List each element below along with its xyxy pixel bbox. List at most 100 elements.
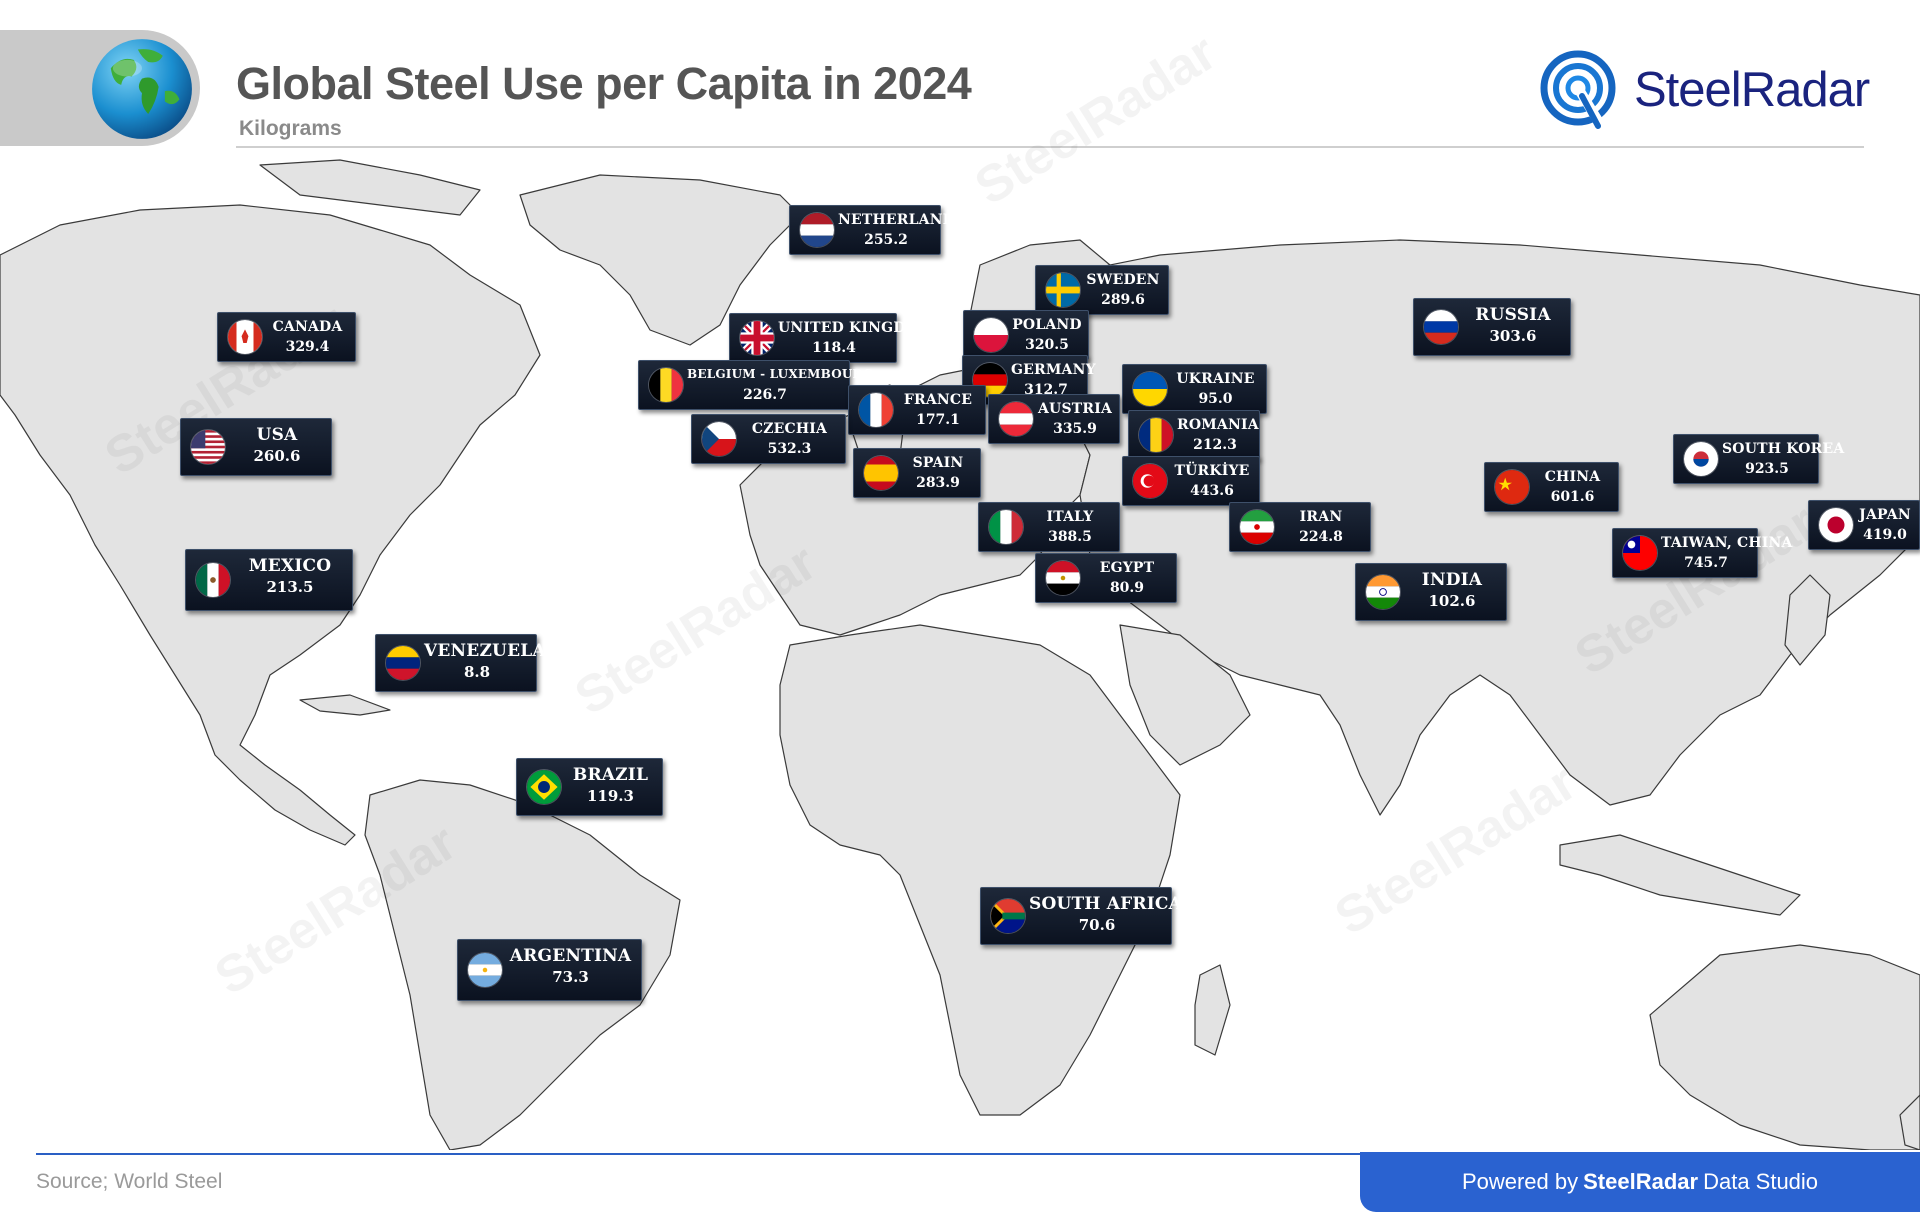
source-note: Source; World Steel: [36, 1170, 223, 1193]
belgium-flag-icon: [649, 368, 683, 402]
country-value: 329.4: [285, 339, 330, 355]
land-cuba: [299, 694, 391, 716]
country-label-romania[interactable]: ROMANIA 212.3: [1128, 410, 1260, 460]
land-greenland: [519, 174, 801, 346]
powered-prefix: Powered by: [1461, 1169, 1579, 1194]
country-name: JAPAN: [1859, 507, 1911, 523]
country-value: 73.3: [552, 968, 589, 986]
country-value: 745.7: [1684, 555, 1728, 571]
country-value: 70.6: [1078, 916, 1116, 934]
country-name: BELGIUM - LUXEMBOURG: [687, 367, 874, 381]
country-name: SPAIN: [912, 455, 964, 471]
country-label-poland[interactable]: POLAND 320.5: [963, 310, 1089, 360]
country-label-south-korea[interactable]: SOUTH KOREA 923.5: [1673, 434, 1844, 484]
uk-flag-icon: [740, 321, 774, 355]
country-value: 224.8: [1299, 529, 1343, 545]
country-label-taiwan[interactable]: TAIWAN, CHINA 745.7: [1612, 528, 1793, 578]
country-label-czechia[interactable]: CZECHIA 532.3: [691, 414, 846, 464]
country-label-usa[interactable]: USA 260.6: [180, 418, 332, 476]
header-divider: [236, 146, 1864, 148]
india-flag-icon: [1366, 575, 1400, 609]
country-label-belgium-luxembourg[interactable]: BELGIUM - LUXEMBOURG 226.7: [638, 360, 874, 410]
country-name: SWEDEN: [1086, 272, 1160, 288]
mexico-flag-icon: [196, 563, 230, 597]
turkey-flag-icon: [1133, 464, 1167, 498]
egypt-flag-icon: [1046, 561, 1080, 595]
land-asia: [1059, 239, 1920, 816]
footer-divider: [36, 1153, 1920, 1155]
globe-icon: [92, 39, 192, 139]
country-name: UNITED KINGDOM: [778, 320, 934, 336]
country-label-russia[interactable]: RUSSIA 303.6: [1413, 298, 1571, 356]
land-africa: [779, 624, 1181, 1116]
country-label-france[interactable]: FRANCE 177.1: [848, 385, 986, 435]
country-name: GERMANY: [1011, 362, 1096, 378]
country-value: 255.2: [864, 232, 908, 248]
country-name: AUSTRIA: [1037, 401, 1113, 417]
south-africa-flag-icon: [991, 899, 1025, 933]
sweden-flag-icon: [1046, 273, 1080, 307]
country-value: 303.6: [1489, 327, 1537, 345]
powered-suffix: Data Studio: [1703, 1169, 1819, 1194]
country-label-sweden[interactable]: SWEDEN 289.6: [1035, 265, 1169, 315]
country-name: VENEZUELA: [424, 641, 546, 661]
country-value: 601.6: [1550, 489, 1595, 505]
country-value: 388.5: [1048, 529, 1092, 545]
country-label-brazil[interactable]: BRAZIL 119.3: [516, 758, 663, 816]
country-label-india[interactable]: INDIA 102.6: [1355, 563, 1507, 621]
country-label-argentina[interactable]: ARGENTINA 73.3: [457, 939, 642, 1001]
country-value: 80.9: [1109, 580, 1145, 596]
country-label-mexico[interactable]: MEXICO 213.5: [185, 549, 353, 611]
france-flag-icon: [859, 393, 893, 427]
country-label-japan[interactable]: JAPAN 419.0: [1808, 500, 1920, 550]
spain-flag-icon: [864, 456, 898, 490]
china-flag-icon: [1495, 470, 1529, 504]
country-value: 8.8: [463, 663, 491, 681]
country-value: 443.6: [1190, 483, 1234, 499]
country-value: 532.3: [767, 441, 812, 457]
country-name: CANADA: [272, 319, 343, 335]
usa-flag-icon: [191, 430, 225, 464]
country-label-iran[interactable]: IRAN 224.8: [1229, 502, 1371, 552]
country-label-italy[interactable]: ITALY 388.5: [978, 502, 1120, 552]
powered-by-banner[interactable]: Powered by SteelRadar Data Studio: [1360, 1152, 1920, 1212]
country-label-spain[interactable]: SPAIN 283.9: [853, 448, 981, 498]
country-label-venezuela[interactable]: VENEZUELA 8.8: [375, 634, 546, 692]
land-australia: [1649, 944, 1920, 1150]
country-value: 283.9: [916, 475, 960, 491]
country-name: USA: [256, 425, 298, 445]
south-korea-flag-icon: [1684, 442, 1718, 476]
country-label-turkiye[interactable]: TÜRKİYE 443.6: [1122, 456, 1260, 506]
country-label-united-kingdom[interactable]: UNITED KINGDOM 118.4: [729, 313, 934, 363]
country-label-netherlands[interactable]: NETHERLANDS 255.2: [789, 205, 966, 255]
country-value: 212.3: [1193, 437, 1237, 453]
country-label-austria[interactable]: AUSTRIA 335.9: [988, 394, 1120, 444]
country-value: 289.6: [1101, 292, 1145, 308]
country-label-china[interactable]: CHINA 601.6: [1484, 462, 1619, 512]
country-value: 177.1: [916, 412, 960, 428]
country-label-egypt[interactable]: EGYPT 80.9: [1035, 553, 1177, 603]
netherlands-flag-icon: [800, 213, 834, 247]
ukraine-flag-icon: [1133, 372, 1167, 406]
country-name: TAIWAN, CHINA: [1661, 535, 1793, 551]
radar-logo-icon: [1540, 50, 1616, 129]
country-name: ITALY: [1046, 509, 1094, 525]
country-name: CHINA: [1544, 469, 1601, 485]
country-label-canada[interactable]: CANADA 329.4: [217, 312, 356, 362]
country-label-south-africa[interactable]: SOUTH AFRICA 70.6: [980, 887, 1182, 945]
land-madagascar: [1194, 964, 1231, 1056]
japan-flag-icon: [1819, 508, 1853, 542]
country-value: 260.6: [253, 447, 301, 465]
country-name: POLAND: [1012, 317, 1082, 333]
country-value: 923.5: [1745, 461, 1789, 477]
czechia-flag-icon: [702, 422, 736, 456]
country-label-ukraine[interactable]: UKRAINE 95.0: [1122, 364, 1267, 414]
page-subtitle: Kilograms: [239, 117, 342, 140]
logo-wordmark: SteelRadar: [1634, 63, 1870, 117]
romania-flag-icon: [1139, 418, 1173, 452]
country-name: CZECHIA: [751, 421, 828, 437]
country-name: NETHERLANDS: [838, 212, 966, 228]
country-name: INDIA: [1421, 570, 1483, 590]
taiwan-flag-icon: [1623, 536, 1657, 570]
country-name: FRANCE: [903, 392, 973, 408]
